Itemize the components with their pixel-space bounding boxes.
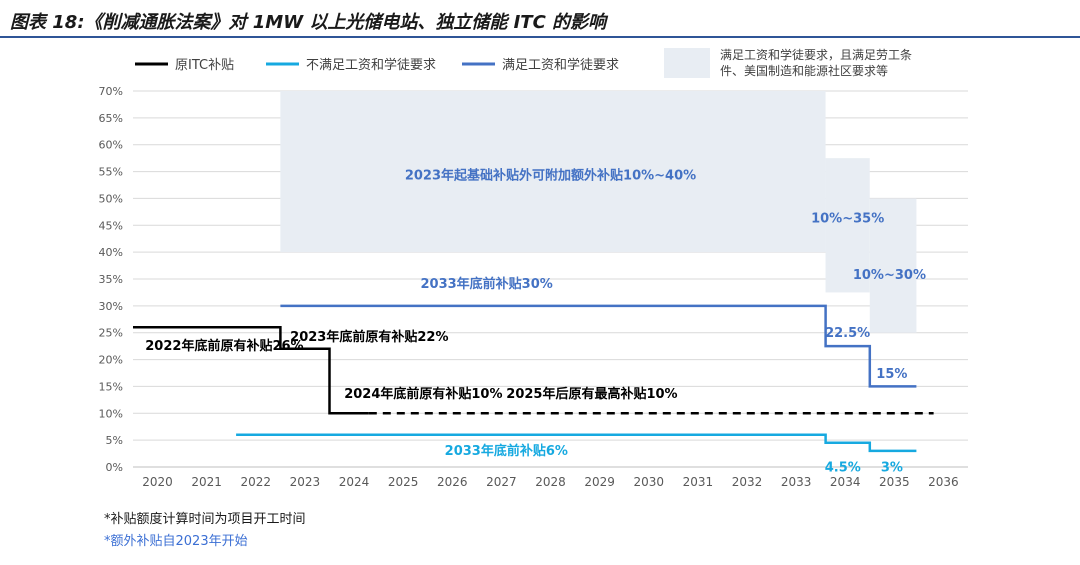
y-tick-label: 5%	[106, 434, 123, 447]
x-tick-label: 2029	[584, 475, 615, 489]
annotation-label: 2022年底前原有补贴26%	[145, 338, 303, 354]
x-tick-label: 2033	[781, 475, 812, 489]
legend-label: 件、美国制造和能源社区要求等	[720, 63, 888, 78]
footnote-extra-subsidy: *额外补贴自2023年开始	[104, 534, 248, 549]
x-tick-label: 2026	[437, 475, 468, 489]
annotation-label: 10%~30%	[853, 268, 926, 283]
y-tick-label: 70%	[99, 85, 123, 98]
extra-subsidy-area	[825, 158, 870, 293]
annotation-label: 2024年底前原有补贴10%	[344, 386, 502, 402]
extra-subsidy-area	[869, 198, 917, 333]
y-tick-label: 25%	[99, 327, 123, 340]
x-tick-label: 2030	[633, 475, 664, 489]
y-tick-label: 65%	[99, 112, 123, 125]
y-tick-label: 30%	[99, 300, 123, 313]
x-tick-label: 2025	[388, 475, 419, 489]
x-tick-label: 2032	[732, 475, 763, 489]
x-tick-label: 2031	[683, 475, 714, 489]
annotations: 2023年起基础补贴外可附加额外补贴10%~40% 10%~35% 10%~30% 2…	[145, 168, 926, 476]
annotation-label: 22.5%	[825, 326, 870, 341]
series-line	[236, 433, 917, 453]
y-tick-label: 15%	[99, 380, 123, 393]
annotation-label: 3%	[881, 460, 903, 475]
legend-label: 满足工资和学徒要求，且满足劳工条	[720, 47, 912, 62]
y-tick-label: 60%	[99, 139, 123, 152]
y-tick-label: 20%	[99, 354, 123, 367]
y-tick-label: 40%	[99, 246, 123, 259]
y-tick-label: 50%	[99, 192, 123, 205]
x-tick-label: 2036	[928, 475, 959, 489]
annotation-label: 4.5%	[825, 460, 861, 475]
annotation-label: 2025年后原有最高补贴10%	[506, 386, 677, 402]
x-tick-label: 2034	[830, 475, 861, 489]
series-line	[280, 304, 917, 388]
axes: 0% 5% 10% 15% 20% 25% 30% 35% 40% 45% 50% 55% 60% 65%…	[99, 85, 968, 489]
legend: 原ITC补贴 不满足工资和学徒要求 满足工资和学徒要求 满足工资和学徒要求，且满足劳工…	[135, 47, 912, 78]
legend-label: 不满足工资和学徒要求	[306, 57, 436, 73]
x-tick-label: 2035	[879, 475, 910, 489]
x-tick-label: 2022	[241, 475, 272, 489]
annotation-label: 2023年起基础补贴外可附加额外补贴10%~40%	[405, 168, 696, 184]
annotation-label: 2033年底前补贴6%	[445, 443, 568, 459]
x-tick-label: 2027	[486, 475, 517, 489]
figure-header: 图表 18:《削减通胀法案》对 1MW 以上光储电站、独立储能 ITC 的影响	[0, 0, 1080, 38]
y-tick-label: 0%	[106, 461, 123, 474]
extra-subsidy-areas	[280, 91, 917, 333]
extra-subsidy-area	[280, 91, 826, 253]
annotation-label: 15%	[876, 367, 907, 382]
x-tick-label: 2020	[142, 475, 173, 489]
y-tick-label: 55%	[99, 166, 123, 179]
annotation-label: 2033年底前补贴30%	[420, 276, 552, 292]
series-line	[133, 326, 369, 415]
y-tick-label: 10%	[99, 407, 123, 420]
footnote-start-time: *补贴额度计算时间为项目开工时间	[104, 512, 306, 527]
annotation-label: 10%~35%	[811, 212, 884, 227]
y-tick-label: 35%	[99, 273, 123, 286]
series-lines	[133, 304, 934, 453]
x-tick-label: 2021	[191, 475, 222, 489]
legend-label: 满足工资和学徒要求	[502, 57, 619, 73]
itc-step-chart: 原ITC补贴 不满足工资和学徒要求 满足工资和学徒要求 满足工资和学徒要求，且满足劳工…	[99, 47, 968, 489]
y-tick-label: 45%	[99, 219, 123, 232]
x-tick-label: 2028	[535, 475, 566, 489]
figure-title: 图表 18:《削减通胀法案》对 1MW 以上光储电站、独立储能 ITC 的影响	[10, 12, 607, 33]
legend-swatch	[664, 48, 710, 78]
x-tick-label: 2023	[290, 475, 321, 489]
annotation-label: 2023年底前原有补贴22%	[290, 329, 448, 345]
x-tick-label: 2024	[339, 475, 370, 489]
legend-label: 原ITC补贴	[175, 58, 234, 73]
